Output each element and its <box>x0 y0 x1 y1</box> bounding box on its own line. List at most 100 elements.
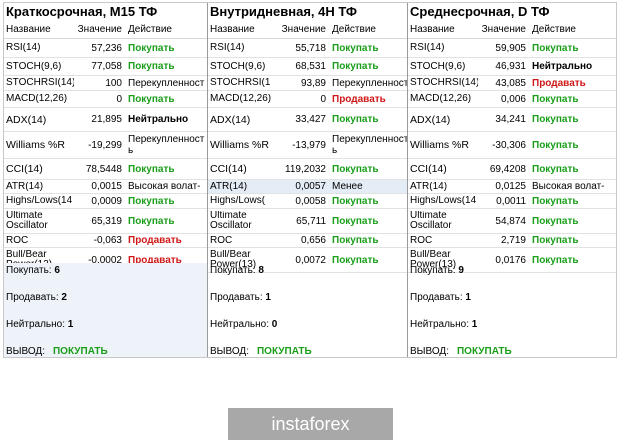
table-row: Bull/Bear Power(13) 0,0072 Покупать <box>208 248 407 273</box>
table-row: CCI(14) 119,2032 Покупать <box>208 159 407 180</box>
indicator-action: Покупать <box>128 61 175 72</box>
indicator-value: -30,306 <box>492 139 526 151</box>
table-row: Highs/Lows(14 0,0011 Покупать <box>408 194 616 209</box>
summary-neutral: Нейтрально: 1 <box>410 319 478 330</box>
indicator-name: STOCH(9,6) <box>410 61 466 72</box>
indicator-action: Перекупленност <box>332 77 407 89</box>
indicator-name: CCI(14) <box>6 164 43 174</box>
table-row: ROC -0,063 Продавать <box>4 234 207 248</box>
table-row: ATR(14) 0,0057 Менее <box>208 180 407 194</box>
summary-buy: Покупать: 9 <box>410 265 464 276</box>
indicator-value: 0,0057 <box>295 181 326 192</box>
indicator-action: Нейтрально <box>532 61 593 72</box>
indicator-name: MACD(12,26) <box>410 94 472 104</box>
indicator-name: Ultimate Oscillator <box>210 211 252 231</box>
indicator-action: Менее <box>332 181 363 192</box>
summary-verdict: ВЫВОД: ПОКУПАТЬ <box>6 346 108 357</box>
summary-sell: Продавать: 1 <box>410 292 471 303</box>
header-value: Значение <box>481 24 526 35</box>
indicator-table: Краткосрочная, M15 ТФ Название Значение … <box>3 2 617 358</box>
table-row: ATR(14) 0,0125 Высокая волат- <box>408 180 616 194</box>
indicator-name: ROC <box>410 235 433 246</box>
indicator-name: ADX(14) <box>210 114 251 125</box>
indicator-action: Покупать <box>532 163 579 175</box>
indicator-action: Покупать <box>532 195 579 207</box>
header-value: Значение <box>77 24 122 35</box>
indicator-value: 0,0072 <box>295 254 326 266</box>
table-row: MACD(12,26) 0 Покупать <box>4 91 207 108</box>
indicator-name: ATR(14) <box>6 181 44 192</box>
indicator-value: 0,656 <box>300 235 326 246</box>
header-action: Действие <box>128 24 172 35</box>
indicator-value: 0,0125 <box>495 181 526 192</box>
indicator-name: ADX(14) <box>6 114 47 125</box>
indicator-value: 0 <box>320 93 326 105</box>
indicator-action: Покупать <box>532 235 579 246</box>
indicator-action: Покупать <box>128 42 175 54</box>
indicator-value: 0,0011 <box>496 195 526 207</box>
indicator-action: Покупать <box>332 235 379 246</box>
column-headers: Название Значение Действие <box>208 21 407 39</box>
indicator-action: Покупать <box>332 195 379 207</box>
panel-d: Среднесрочная, D ТФ Название Значение Де… <box>408 3 616 357</box>
table-row: Bull/Bear Power(13) 0,0176 Покупать <box>408 248 616 273</box>
summary-neutral: Нейтрально: 0 <box>210 319 278 330</box>
summary-buy: Покупать: 6 <box>6 265 60 276</box>
indicator-value: 0 <box>116 93 122 105</box>
indicator-action: Высокая волат- <box>128 181 201 192</box>
indicator-name: Williams %R <box>210 140 269 150</box>
indicator-action: Покупать <box>332 215 379 227</box>
indicator-value: -13,979 <box>292 139 326 151</box>
indicator-action: Покупать <box>532 93 579 105</box>
indicator-value: 21,895 <box>91 114 122 125</box>
indicator-action: Покупать <box>532 139 579 151</box>
indicator-action: Перекупленност ь <box>332 134 407 156</box>
indicator-name: CCI(14) <box>410 164 447 174</box>
indicator-value: 93,89 <box>300 77 326 89</box>
indicator-value: 57,236 <box>91 42 122 54</box>
table-row: Williams %R -13,979 Перекупленност ь <box>208 132 407 159</box>
indicator-name: MACD(12,26) <box>210 94 272 104</box>
indicator-action: Перекупленност <box>128 77 205 89</box>
table-row: ADX(14) 21,895 Нейтрально <box>4 108 207 132</box>
indicator-value: 77,058 <box>91 61 122 72</box>
indicator-value: 43,085 <box>495 77 526 89</box>
summary-verdict: ВЫВОД: ПОКУПАТЬ <box>410 346 512 357</box>
header-name: Название <box>210 24 255 35</box>
indicator-name: Ultimate Oscillator <box>6 211 48 231</box>
indicator-name: STOCHRSI(1 <box>210 78 271 88</box>
indicator-name: STOCH(9,6) <box>210 61 266 72</box>
indicator-value: 0,006 <box>500 93 526 105</box>
indicator-name: ADX(14) <box>410 114 451 125</box>
indicator-action: Покупать <box>332 254 379 266</box>
panel-title: Краткосрочная, M15 ТФ <box>6 4 158 19</box>
indicator-name: Williams %R <box>6 140 65 150</box>
indicator-value: 59,905 <box>495 42 526 54</box>
indicator-value: 78,5448 <box>85 163 122 175</box>
header-action: Действие <box>532 24 576 35</box>
indicator-name: Bull/Bear Power(13) <box>410 250 457 270</box>
indicator-action: Покупать <box>332 163 379 175</box>
indicator-action: Покупать <box>332 61 379 72</box>
column-headers: Название Значение Действие <box>4 21 207 39</box>
table-row: ROC 2,719 Покупать <box>408 234 616 248</box>
indicator-action: Нейтрально <box>128 114 189 125</box>
table-row: ATR(14) 0,0015 Высокая волат- <box>4 180 207 194</box>
indicator-name: STOCHRSI(14) <box>6 78 74 88</box>
indicator-action: Покупать <box>532 114 579 125</box>
table-row: MACD(12,26) 0,006 Покупать <box>408 91 616 108</box>
summary-neutral: Нейтрально: 1 <box>6 319 74 330</box>
indicator-value: 33,427 <box>295 114 326 125</box>
table-row: Ultimate Oscillator 65,711 Покупать <box>208 209 407 234</box>
indicator-value: 68,531 <box>295 61 326 72</box>
panel-title: Среднесрочная, D ТФ <box>410 4 550 19</box>
table-row: MACD(12,26) 0 Продавать <box>208 91 407 108</box>
indicator-name: ROC <box>6 235 29 246</box>
indicator-action: Покупать <box>128 215 175 227</box>
indicator-name: STOCHRSI(14) <box>410 78 478 88</box>
table-row: Highs/Lows(0,0058 Покупать <box>208 194 407 209</box>
indicator-action: Перекупленност ь <box>128 134 205 156</box>
indicator-name: RSI(14) <box>410 43 445 53</box>
table-row: Ultimate Oscillator 65,319 Покупать <box>4 209 207 234</box>
indicator-value: 100 <box>105 77 122 89</box>
